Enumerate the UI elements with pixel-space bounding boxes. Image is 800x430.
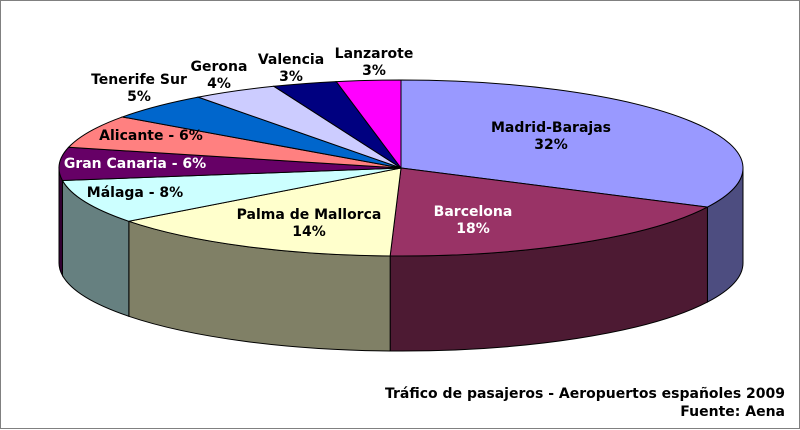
slice-label-gran-canaria: Gran Canaria - 6% — [64, 156, 206, 172]
chart-source: Fuente: Aena — [680, 404, 785, 420]
slice-value-valencia: 3% — [279, 69, 303, 85]
pie-slice-lanzarote — [335, 79, 402, 170]
slice-value-palma-de-mallorca: 14% — [292, 224, 326, 240]
slice-label-malaga: Málaga - 8% — [87, 185, 183, 201]
slice-value-barcelona: 18% — [456, 221, 490, 237]
pie-side-gran-canaria — [58, 167, 63, 278]
pie-slice-gran-canaria — [58, 146, 402, 182]
slice-value-gerona: 4% — [207, 76, 231, 92]
slice-label-tenerife-sur: Tenerife Sur — [91, 72, 187, 88]
pie-slice-palma-de-mallorca — [126, 167, 402, 257]
pie-slice-alicante — [67, 116, 402, 169]
slice-label-alicante: Alicante - 6% — [99, 128, 203, 144]
slice-label-palma-de-mallorca: Palma de Mallorca — [237, 207, 382, 223]
slice-label-madrid-barajas: Madrid-Barajas — [491, 120, 611, 136]
slice-label-barcelona: Barcelona — [434, 204, 513, 220]
slice-value-madrid-barajas: 32% — [534, 137, 568, 153]
slice-value-lanzarote: 3% — [362, 63, 386, 79]
pie-tops — [58, 79, 744, 257]
pie-slice-madrid-barajas — [400, 79, 744, 208]
slice-label-valencia: Valencia — [258, 52, 324, 68]
chart-title: Tráfico de pasajeros - Aeropuertos españ… — [385, 386, 785, 402]
slice-label-lanzarote: Lanzarote — [335, 46, 414, 62]
slice-value-tenerife-sur: 5% — [127, 89, 151, 105]
pie-slice-barcelona — [389, 167, 710, 257]
slice-label-gerona: Gerona — [191, 59, 248, 75]
pie-slice-malaga — [61, 167, 402, 222]
